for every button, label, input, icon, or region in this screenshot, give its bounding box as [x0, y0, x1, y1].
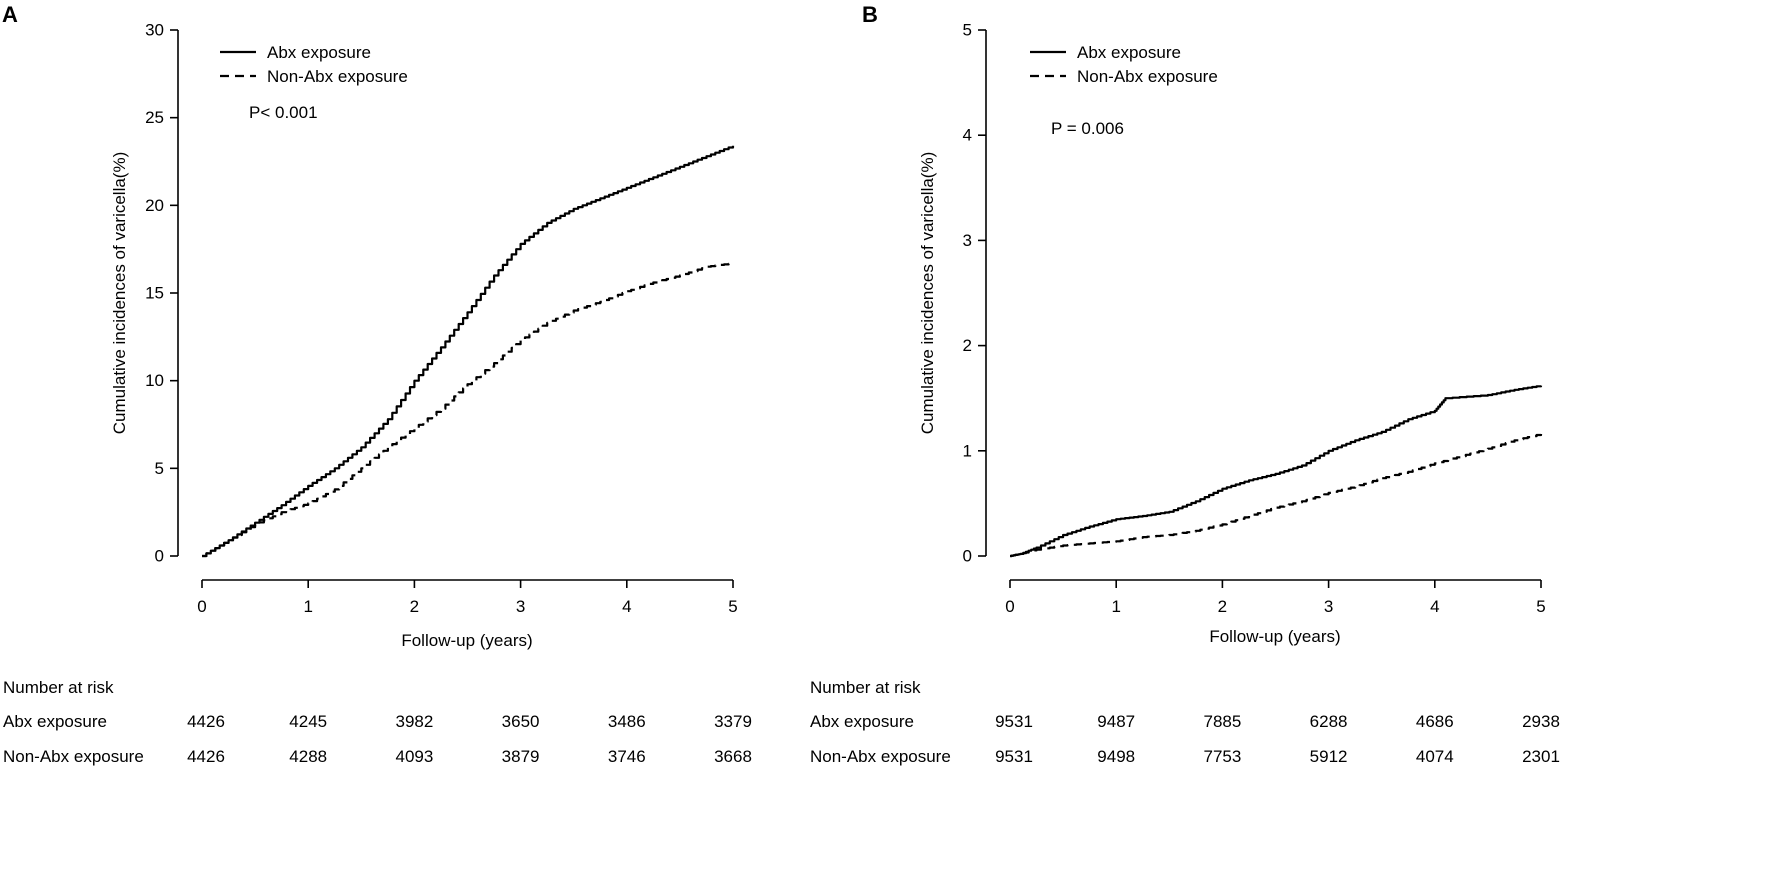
risk-value: 4426 — [187, 712, 225, 731]
risk-value: 7885 — [1203, 712, 1241, 731]
x-tick-label: 3 — [516, 597, 525, 616]
risk-value: 3650 — [502, 712, 540, 731]
x-tick-label: 1 — [1111, 597, 1120, 616]
x-tick-labels-a: 0 1 2 3 4 5 — [197, 597, 737, 616]
risk-row-label-non-abx-a: Non-Abx exposure — [3, 747, 144, 766]
risk-value: 9531 — [995, 712, 1033, 731]
risk-value: 4093 — [395, 747, 433, 766]
y-tick-label: 0 — [963, 547, 972, 566]
x-tick-label: 1 — [303, 597, 312, 616]
legend-label-abx-b: Abx exposure — [1077, 43, 1181, 62]
legend-label-non-abx-b: Non-Abx exposure — [1077, 67, 1218, 86]
risk-value: 9531 — [995, 747, 1033, 766]
y-ticks-a — [170, 29, 178, 557]
y-tick-label: 2 — [963, 336, 972, 355]
risk-value: 5912 — [1310, 747, 1348, 766]
risk-table-b: Number at risk Abx exposure Non-Abx expo… — [810, 678, 1560, 766]
risk-value: 4288 — [289, 747, 327, 766]
y-tick-label: 4 — [963, 126, 972, 145]
y-tick-label: 5 — [963, 21, 972, 40]
x-tick-label: 5 — [1536, 597, 1545, 616]
risk-table-title-b: Number at risk — [810, 678, 921, 697]
p-value-b: P = 0.006 — [1051, 119, 1124, 138]
risk-value: 3486 — [608, 712, 646, 731]
x-ticks-b — [1009, 580, 1542, 588]
panel-b: B 0 1 2 3 4 5 0 1 2 3 4 5 Follow-up (yea… — [810, 2, 1560, 766]
risk-value: 4686 — [1416, 712, 1454, 731]
risk-value: 2301 — [1522, 747, 1560, 766]
risk-value: 3982 — [395, 712, 433, 731]
x-tick-label: 2 — [410, 597, 419, 616]
risk-row-label-abx-a: Abx exposure — [3, 712, 107, 731]
risk-table-a: Number at risk Abx exposure Non-Abx expo… — [3, 678, 752, 766]
x-axis-title-b: Follow-up (years) — [1209, 627, 1340, 646]
x-ticks-a — [201, 580, 734, 588]
y-tick-label: 10 — [145, 371, 164, 390]
risk-value: 4245 — [289, 712, 327, 731]
risk-value: 4426 — [187, 747, 225, 766]
y-tick-label: 1 — [963, 441, 972, 460]
y-axis-title-a: Cumulative incidences of varicella(%) — [110, 152, 129, 435]
risk-table-title-a: Number at risk — [3, 678, 114, 697]
y-tick-label: 5 — [155, 459, 164, 478]
panel-a: A 0 5 10 15 20 25 30 0 1 2 3 4 5 Follow-… — [2, 2, 752, 766]
risk-value: 3879 — [502, 747, 540, 766]
y-tick-label: 15 — [145, 284, 164, 303]
y-tick-label: 25 — [145, 108, 164, 127]
y-axis-title-b: Cumulative incidences of varicella(%) — [918, 152, 937, 435]
x-tick-label: 4 — [1430, 597, 1439, 616]
x-tick-label: 5 — [728, 597, 737, 616]
y-tick-label: 30 — [145, 21, 164, 40]
risk-value: 3379 — [714, 712, 752, 731]
x-tick-label: 0 — [1005, 597, 1014, 616]
risk-value: 3668 — [714, 747, 752, 766]
risk-row-label-abx-b: Abx exposure — [810, 712, 914, 731]
panel-letter-a: A — [2, 2, 18, 27]
x-axis-title-a: Follow-up (years) — [401, 631, 532, 650]
risk-value: 9498 — [1097, 747, 1135, 766]
y-tick-label: 0 — [155, 547, 164, 566]
risk-value: 9487 — [1097, 712, 1135, 731]
y-tick-labels-a: 0 5 10 15 20 25 30 — [145, 21, 164, 566]
risk-value: 6288 — [1310, 712, 1348, 731]
y-tick-label: 20 — [145, 196, 164, 215]
series-line-non-abx-a — [202, 262, 735, 558]
x-tick-labels-b: 0 1 2 3 4 5 — [1005, 597, 1545, 616]
series-line-non-abx-b — [1010, 433, 1543, 558]
p-value-a: P< 0.001 — [249, 103, 318, 122]
risk-value: 4074 — [1416, 747, 1454, 766]
risk-value: 3746 — [608, 747, 646, 766]
x-tick-label: 4 — [622, 597, 631, 616]
y-ticks-b — [978, 29, 986, 557]
panel-letter-b: B — [862, 2, 878, 27]
series-line-abx-b — [1010, 385, 1543, 558]
series-line-abx-a — [202, 145, 735, 558]
risk-value: 2938 — [1522, 712, 1560, 731]
y-tick-labels-b: 0 1 2 3 4 5 — [963, 21, 972, 566]
x-tick-label: 2 — [1218, 597, 1227, 616]
x-tick-label: 0 — [197, 597, 206, 616]
legend-label-non-abx-a: Non-Abx exposure — [267, 67, 408, 86]
risk-value: 7753 — [1203, 747, 1241, 766]
x-tick-label: 3 — [1324, 597, 1333, 616]
y-tick-label: 3 — [963, 231, 972, 250]
risk-row-label-non-abx-b: Non-Abx exposure — [810, 747, 951, 766]
legend-label-abx-a: Abx exposure — [267, 43, 371, 62]
